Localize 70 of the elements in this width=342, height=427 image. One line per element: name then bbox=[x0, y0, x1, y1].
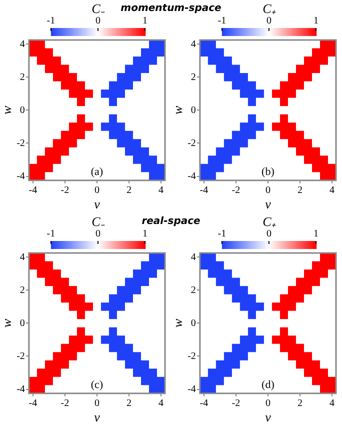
x-tick-label: 2 bbox=[126, 185, 132, 196]
annotation: (b) bbox=[262, 166, 275, 178]
y-axis-title: w bbox=[0, 318, 14, 328]
x-tick-label: -4 bbox=[200, 398, 208, 410]
chart-subtitle: real-space bbox=[142, 216, 200, 227]
y-tick-label: 2 bbox=[190, 284, 196, 296]
x-tick-label: 2 bbox=[126, 398, 132, 410]
x-tick-label: 4 bbox=[158, 398, 164, 410]
y-tick-label: 4 bbox=[190, 38, 196, 50]
x-tick-label: 4 bbox=[330, 185, 334, 196]
x-tick-label: 0 bbox=[265, 398, 270, 410]
x-tick-label: 0 bbox=[94, 398, 100, 410]
y-tick-label: -4 bbox=[188, 170, 196, 182]
y-tick-label: -4 bbox=[188, 384, 196, 395]
y-tick-label: 0 bbox=[20, 104, 25, 116]
y-tick-label: 4 bbox=[20, 252, 25, 263]
annotation: (a) bbox=[90, 166, 104, 178]
y-tick-label: 2 bbox=[20, 284, 25, 296]
y-tick-label: 0 bbox=[20, 318, 25, 329]
x-tick-label: -4 bbox=[28, 185, 38, 196]
annotation: (d) bbox=[262, 378, 275, 391]
color-bar-label: 0 bbox=[95, 228, 100, 240]
y-tick-label: 0 bbox=[190, 104, 196, 116]
color-bar-label: 0 bbox=[95, 16, 100, 27]
y-tick-label: -2 bbox=[188, 138, 196, 149]
annotation: (c) bbox=[90, 378, 104, 391]
y-tick-label: -4 bbox=[16, 170, 25, 182]
x-axis-title: v bbox=[265, 196, 272, 212]
color-bar-label: -1 bbox=[46, 228, 56, 240]
x-tick-label: 4 bbox=[330, 398, 334, 410]
y-tick-label: -4 bbox=[16, 384, 25, 395]
x-axis-title: v bbox=[94, 410, 100, 425]
color-bar-title: C₊ bbox=[262, 214, 276, 229]
color-bar-label: -1 bbox=[218, 228, 226, 240]
color-bar-title: C₋ bbox=[92, 0, 106, 16]
x-tick-label: -4 bbox=[28, 398, 38, 410]
color-bar-title: C₊ bbox=[262, 0, 276, 16]
y-tick-label: -2 bbox=[188, 350, 196, 362]
y-tick-label: 4 bbox=[20, 38, 25, 50]
x-tick-label: -2 bbox=[60, 185, 70, 196]
color-bar-label: 1 bbox=[314, 228, 318, 240]
x-tick-label: 4 bbox=[158, 185, 164, 196]
chart-subtitle: momentum-space bbox=[120, 3, 222, 14]
color-bar-label: 1 bbox=[142, 16, 148, 27]
color-bar-label: -1 bbox=[218, 16, 226, 27]
y-tick-label: 4 bbox=[190, 252, 196, 263]
x-tick-label: -2 bbox=[60, 398, 70, 410]
y-tick-label: 2 bbox=[190, 72, 196, 83]
y-tick-label: 0 bbox=[190, 318, 196, 329]
x-tick-label: 0 bbox=[94, 185, 100, 196]
y-tick-label: -2 bbox=[16, 138, 25, 149]
x-axis-title: v bbox=[265, 410, 272, 425]
x-tick-label: -4 bbox=[200, 185, 208, 196]
y-tick-label: 2 bbox=[20, 72, 25, 83]
y-axis-title: w bbox=[170, 106, 186, 115]
color-bar-label: 0 bbox=[266, 16, 272, 27]
x-tick-label: -2 bbox=[232, 398, 240, 410]
y-tick-label: -2 bbox=[16, 350, 25, 362]
y-axis-title: w bbox=[170, 318, 186, 328]
color-bar-title: C₋ bbox=[92, 214, 106, 229]
color-bar-label: 1 bbox=[142, 228, 148, 240]
color-bar-label: 0 bbox=[266, 228, 272, 240]
color-bar-label: -1 bbox=[46, 16, 56, 27]
x-tick-label: -2 bbox=[232, 185, 240, 196]
x-tick-label: 2 bbox=[297, 185, 302, 196]
x-tick-label: 2 bbox=[297, 398, 302, 410]
color-bar-label: 1 bbox=[314, 16, 318, 27]
x-axis-title: v bbox=[94, 196, 100, 212]
x-tick-label: 0 bbox=[265, 185, 270, 196]
y-axis-title: w bbox=[0, 106, 14, 115]
